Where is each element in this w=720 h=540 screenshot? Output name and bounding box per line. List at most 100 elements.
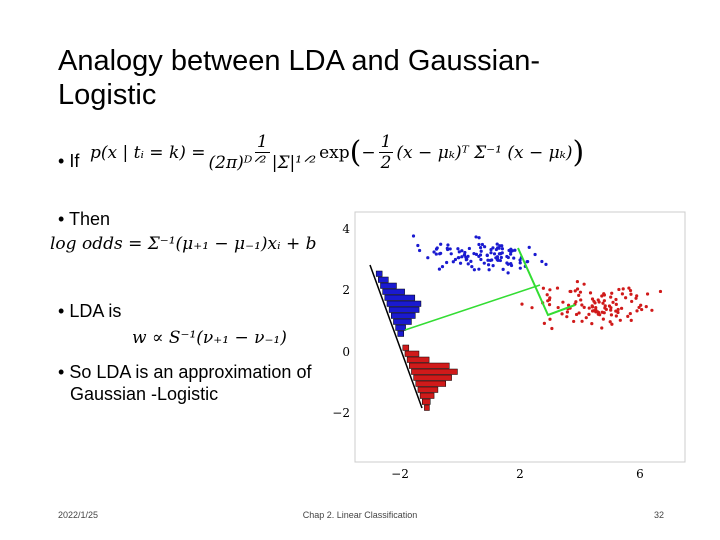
red-point — [650, 308, 654, 312]
red-point — [629, 318, 633, 322]
blue-point — [448, 247, 452, 251]
footer-chapter: Chap 2. Linear Classification — [302, 510, 418, 520]
red-point — [530, 306, 534, 310]
blue-point — [509, 250, 513, 254]
fraction: 1 (2π)ᴰᐟ² |Σ|¹ᐟ² — [209, 132, 317, 173]
blue-point — [456, 247, 460, 251]
red-point — [568, 289, 572, 294]
y-tick-label: −2 — [332, 406, 350, 420]
eq-part: 1 — [378, 132, 394, 153]
red-point — [609, 313, 614, 317]
blue-point — [478, 246, 483, 250]
blue-histogram-bar — [391, 312, 416, 319]
blue-point — [477, 236, 481, 240]
red-point — [601, 301, 605, 305]
blue-histogram-bar — [384, 294, 416, 301]
red-point — [579, 298, 583, 302]
eq-part: exp — [319, 142, 350, 163]
blue-histogram-bar — [388, 306, 420, 313]
red-point — [600, 326, 604, 330]
x-tick-label: −2 — [391, 467, 409, 481]
bullet: • LDA is — [58, 301, 122, 321]
blue-point — [486, 263, 491, 267]
blue-point — [518, 261, 522, 265]
blue-point — [460, 255, 464, 259]
red-point — [637, 305, 641, 310]
red-point — [635, 309, 639, 313]
blue-histogram-bar — [393, 318, 412, 325]
red-point — [596, 298, 600, 302]
blue-point — [466, 262, 470, 266]
blue-point — [440, 265, 445, 269]
blue-point — [489, 247, 493, 252]
eq-part: p(x | tᵢ = k) = — [90, 142, 206, 163]
red-point — [600, 310, 604, 314]
blue-point — [479, 257, 483, 262]
bullet: • So LDA is an approximation of Gaussian… — [58, 362, 312, 404]
red-point — [584, 316, 588, 320]
red-point — [555, 286, 560, 290]
blue-point — [498, 258, 503, 263]
blue-point — [432, 250, 436, 254]
red-point — [574, 312, 579, 317]
blue-point — [439, 251, 443, 255]
red-point — [577, 311, 581, 315]
red-histogram-bar — [415, 380, 447, 387]
red-point — [550, 326, 554, 331]
red-histogram-bar — [406, 356, 430, 363]
blue-point — [492, 252, 497, 256]
red-point — [614, 297, 618, 302]
blue-point — [474, 252, 479, 257]
blue-point — [467, 246, 471, 251]
red-point — [644, 305, 648, 309]
blue-point — [457, 256, 461, 260]
blue-point — [469, 259, 473, 263]
plot-frame — [354, 211, 686, 463]
equation: w ∝ S⁻¹(ν₊₁ − ν₋₁) — [132, 328, 287, 348]
red-point — [556, 305, 560, 310]
blue-point — [472, 268, 476, 272]
blue-point — [509, 252, 513, 256]
blue-point — [495, 257, 499, 262]
red-point — [618, 318, 622, 322]
blue-point — [417, 248, 422, 253]
equation: p(x | tᵢ = k) = 1 (2π)ᴰᐟ² |Σ|¹ᐟ² exp (− 1… — [90, 132, 585, 173]
red-point — [590, 305, 595, 309]
blue-histogram-bar — [382, 288, 405, 295]
blue-point — [487, 268, 491, 272]
blue-point — [457, 250, 461, 254]
blue-point — [518, 266, 522, 270]
red-point — [658, 289, 663, 294]
red-point — [614, 314, 618, 318]
red-point — [561, 300, 565, 304]
blue-point — [416, 243, 420, 248]
red-point — [616, 310, 620, 315]
blue-point — [527, 245, 531, 249]
blue-point — [453, 257, 458, 262]
red-point — [621, 287, 625, 291]
blue-point — [434, 247, 439, 251]
blue-point — [495, 242, 499, 246]
red-point — [602, 299, 607, 303]
blue-point — [497, 252, 501, 256]
red-point — [630, 299, 634, 304]
red-point — [588, 291, 593, 295]
blue-point — [477, 267, 481, 271]
red-point — [542, 321, 546, 325]
blue-point — [500, 247, 505, 251]
blue-histogram-bar — [386, 300, 422, 307]
red-point — [614, 302, 618, 306]
blue-point — [506, 255, 510, 260]
equation: log odds = Σ⁻¹(μ₊₁ − μ₋₁)xᵢ + b — [50, 234, 317, 254]
red-point — [617, 287, 621, 292]
red-point — [582, 282, 586, 286]
blue-point — [506, 271, 510, 275]
blue-point — [494, 247, 498, 252]
blue-point — [540, 259, 544, 264]
blue-point — [470, 265, 474, 269]
red-point — [575, 279, 580, 284]
red-point — [577, 293, 581, 297]
footer-date: 2022/1/25 — [58, 510, 99, 520]
red-point — [587, 306, 591, 310]
blue-point — [472, 252, 476, 256]
